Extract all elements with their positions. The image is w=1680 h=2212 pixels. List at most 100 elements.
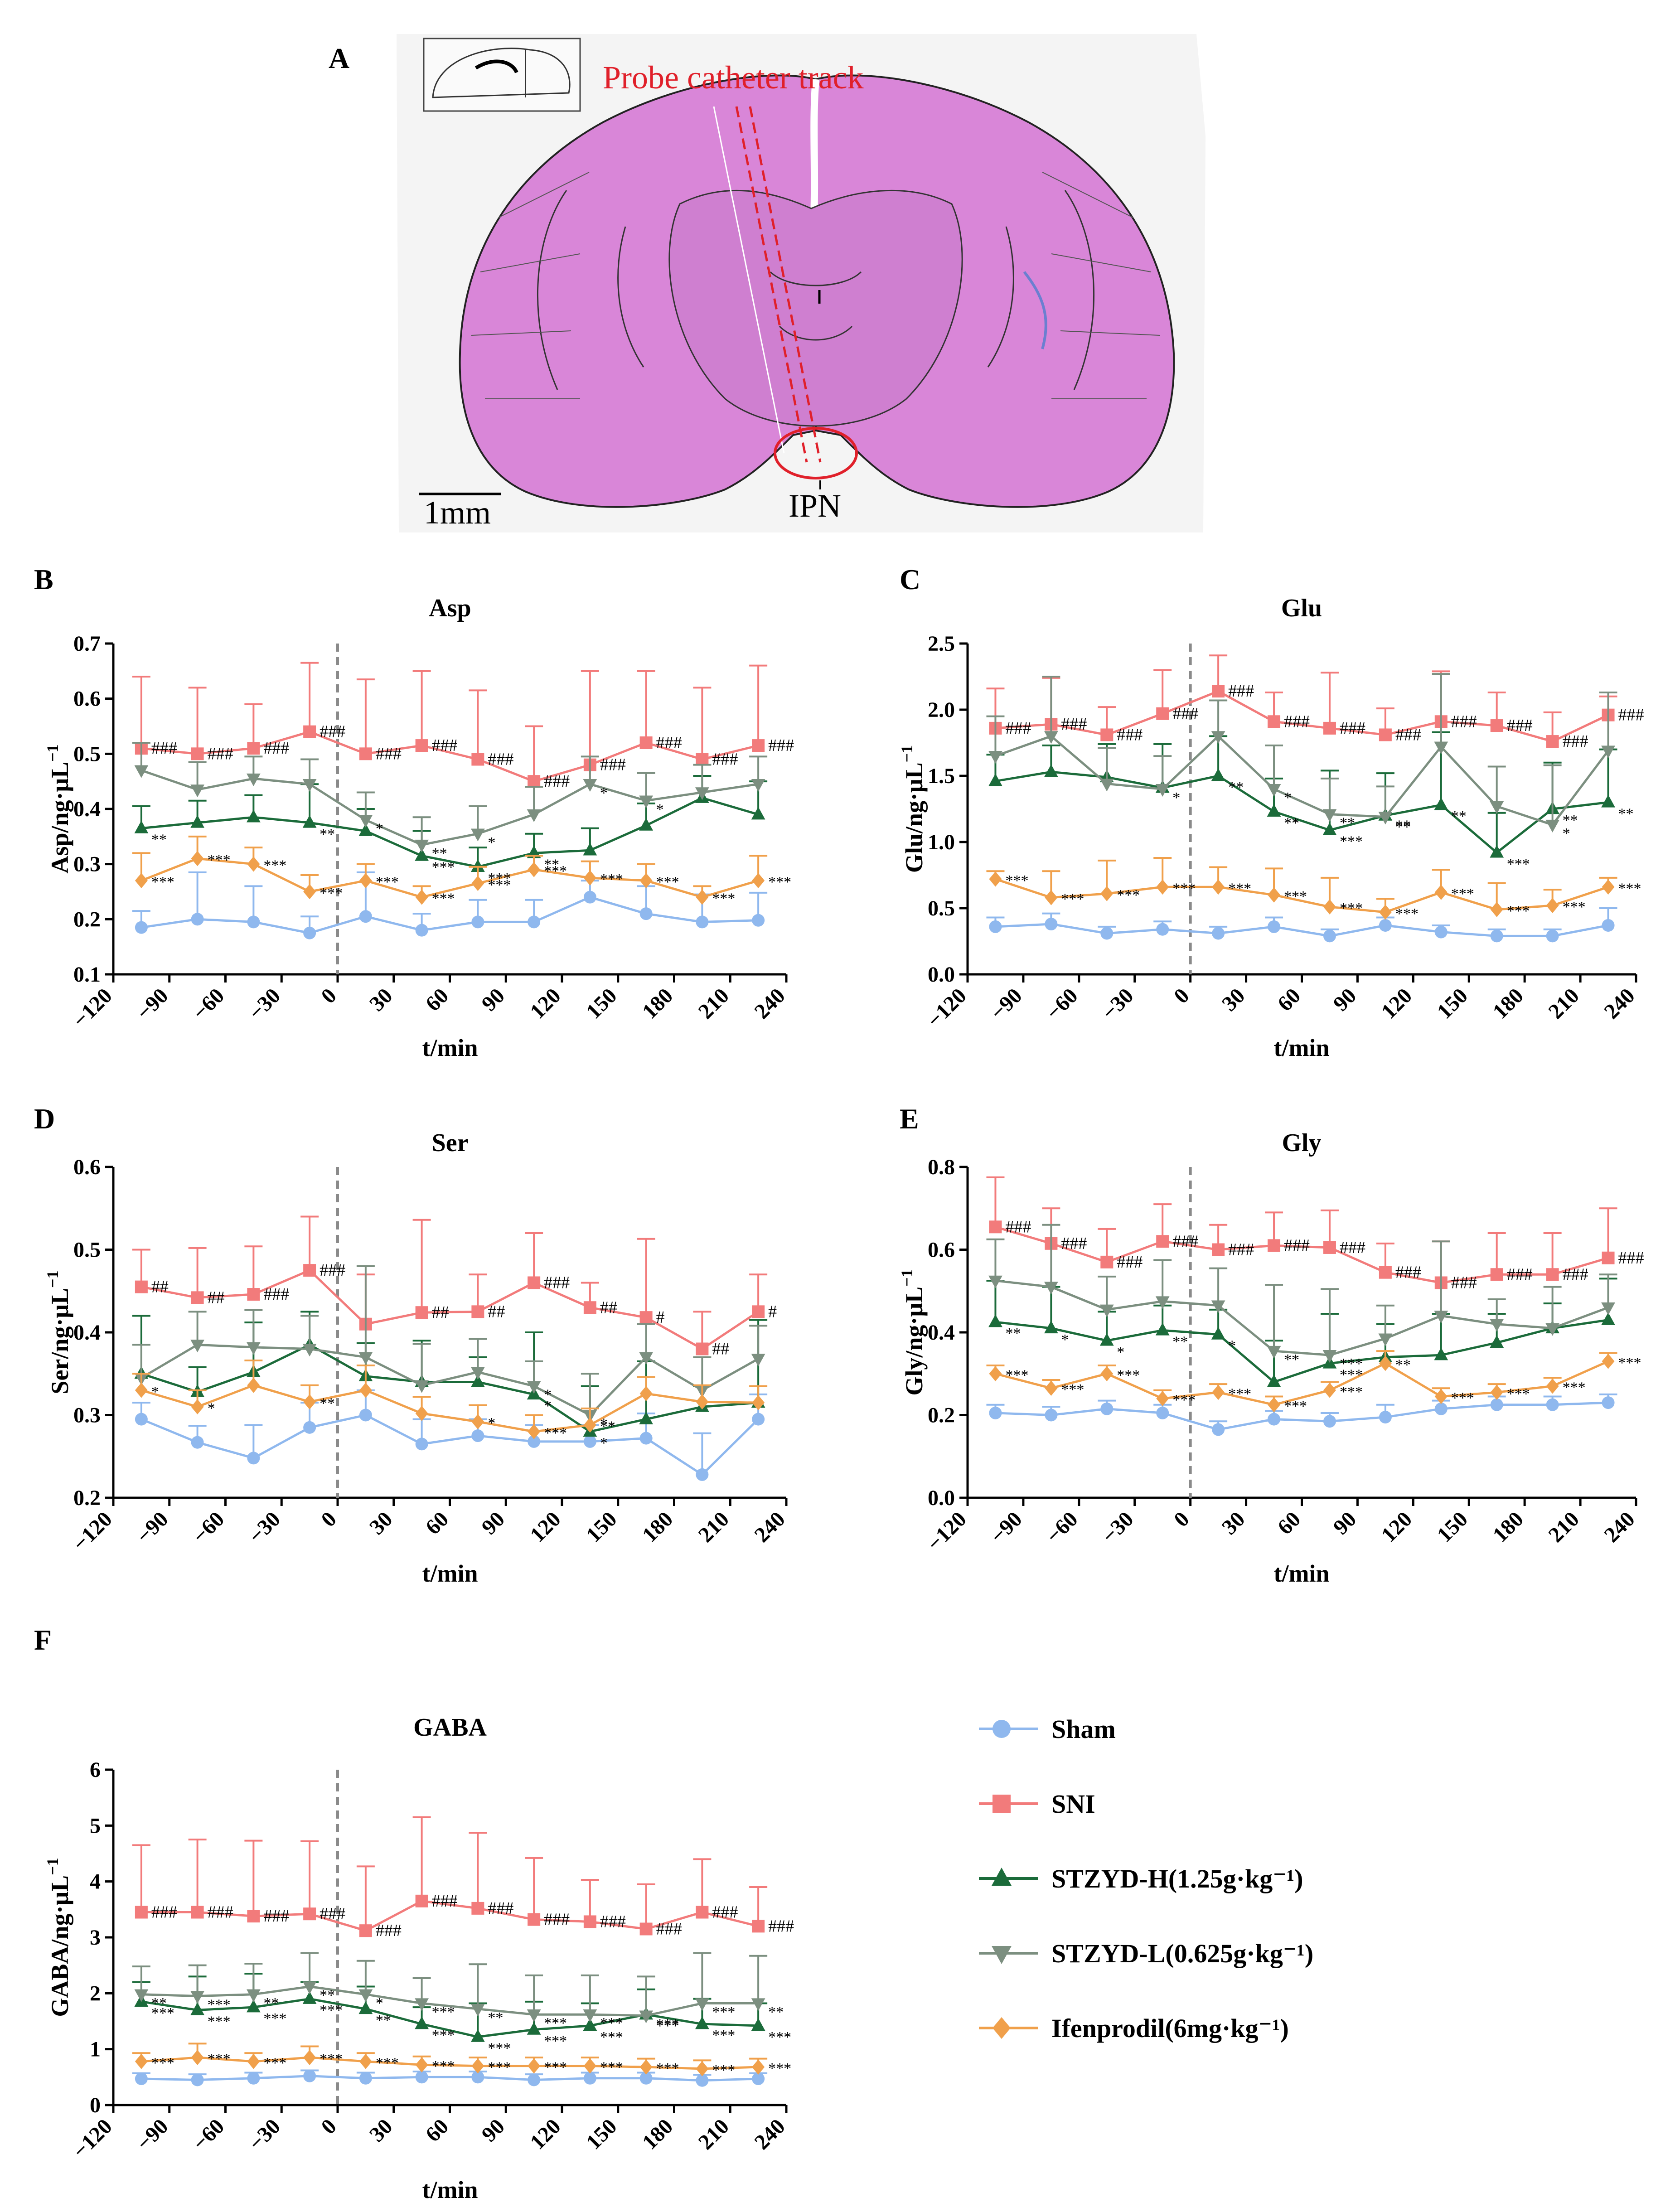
data-point [415, 2016, 429, 2029]
hash-mark: ### [1340, 1238, 1365, 1257]
chart-title: Asp [429, 594, 471, 622]
legend-item-sni: SNI [979, 1789, 1095, 1819]
x-tick-label: 30 [365, 1507, 397, 1539]
x-tick-label: −90 [986, 1507, 1027, 1548]
data-point [1322, 809, 1337, 822]
brain-section-icon [459, 74, 1175, 508]
sig-mark: *** [1228, 880, 1251, 897]
probe-track [713, 106, 858, 479]
data-point [583, 1301, 596, 1314]
sig-mark: *** [432, 2004, 455, 2021]
x-tick-label: 150 [581, 2114, 621, 2154]
chart-panel-d: D Ser 0.2 0.3 0.4 0.5 0.6 −120 −90 −60 −30 0 30 60 90 1… [34, 1103, 790, 1587]
sig-mark: *** [600, 2059, 623, 2076]
data-point [1156, 1406, 1169, 1419]
data-point [1267, 804, 1281, 817]
data-point [1155, 1296, 1170, 1309]
sig-mark: *** [432, 2027, 455, 2044]
hash-mark: ### [600, 1912, 626, 1931]
data-point [135, 921, 148, 934]
legend-item-ifenprodil: Ifenprodil(6mg·kg⁻¹) [979, 2014, 1289, 2043]
data-point [415, 2071, 428, 2084]
x-tick-label: −30 [1097, 1507, 1138, 1548]
data-point [1546, 735, 1559, 748]
legend-marker [993, 1795, 1011, 1813]
data-point [528, 2058, 541, 2074]
data-point [696, 1906, 709, 1919]
data-point [302, 1991, 317, 2004]
data-point [1212, 685, 1225, 698]
data-point [470, 1367, 485, 1380]
hash-mark: ### [712, 1903, 738, 1922]
x-tick-label: 90 [1329, 1507, 1361, 1539]
sig-mark: *** [1507, 903, 1530, 920]
x-tick-label: 150 [581, 983, 621, 1023]
y-tick-label: 0.2 [928, 1404, 955, 1428]
sig-mark: ** [320, 826, 335, 842]
data-point [1546, 1268, 1559, 1281]
data-point [1490, 801, 1504, 814]
data-point [639, 2059, 653, 2075]
hash-mark: ## [208, 1288, 225, 1307]
data-point [1323, 1415, 1336, 1428]
data-point [1100, 886, 1114, 901]
data-point [247, 1452, 260, 1465]
sig-mark: *** [488, 2040, 511, 2057]
x-tick-label: 180 [638, 1507, 678, 1547]
data-point [1044, 1321, 1058, 1334]
y-tick-label: 0.6 [73, 1155, 101, 1179]
sig-mark: * [151, 1384, 159, 1400]
data-point [1434, 925, 1448, 939]
x-tick-label: 120 [525, 983, 565, 1023]
ipn-outline [774, 427, 858, 479]
data-point [1267, 784, 1281, 797]
hash-mark: ### [1451, 712, 1477, 731]
sig-mark: ** [1451, 808, 1467, 825]
data-point [1155, 784, 1170, 797]
data-point [1379, 1355, 1392, 1371]
sig-mark: *** [656, 2018, 679, 2034]
hash-mark: ### [656, 733, 682, 752]
data-point [358, 815, 373, 828]
y-axis-label-text: Asp/ng·μL [46, 762, 73, 874]
sig-mark: *** [1284, 888, 1307, 905]
sig-mark: *** [1061, 891, 1084, 908]
y-axis-exponent: −1 [898, 745, 916, 763]
data-point [639, 873, 653, 888]
sig-mark: *** [712, 2004, 735, 2021]
sig-mark: ** [1395, 1356, 1411, 1373]
data-point [470, 859, 485, 872]
data-point [528, 1276, 541, 1289]
y-axis-label: GABA/ng·μL−1 [44, 1858, 73, 2017]
data-point [1601, 1312, 1615, 1325]
data-point [1268, 887, 1281, 903]
data-point [415, 1406, 428, 1421]
data-point [415, 739, 428, 752]
data-point [303, 1907, 316, 1921]
data-point [1212, 927, 1225, 940]
x-tick-label: −60 [188, 2114, 229, 2155]
data-point [135, 873, 148, 888]
data-point [1322, 822, 1337, 835]
data-point [583, 2072, 596, 2085]
sig-mark: *** [1005, 872, 1028, 889]
y-tick-label: 0.0 [928, 963, 955, 987]
sig-mark: ** [1563, 812, 1578, 829]
series-line [141, 1998, 759, 2038]
data-point [358, 1989, 373, 2002]
hash-mark: ### [1395, 725, 1421, 744]
series-stzyd-h [986, 731, 1617, 858]
data-point [1211, 731, 1225, 744]
series-line [995, 1279, 1609, 1356]
y-tick-label: 6 [90, 1758, 101, 1782]
data-point [1602, 1396, 1615, 1409]
sig-mark: ** [600, 1418, 615, 1435]
data-point [1378, 812, 1393, 825]
sig-mark: ** [151, 1995, 167, 2012]
x-tick-label: 150 [1433, 1507, 1472, 1547]
sig-mark: *** [544, 2033, 567, 2050]
y-tick-label: 0.5 [928, 896, 955, 920]
data-point [988, 773, 1002, 786]
sig-mark: ** [488, 2009, 503, 2026]
data-point [696, 889, 709, 905]
